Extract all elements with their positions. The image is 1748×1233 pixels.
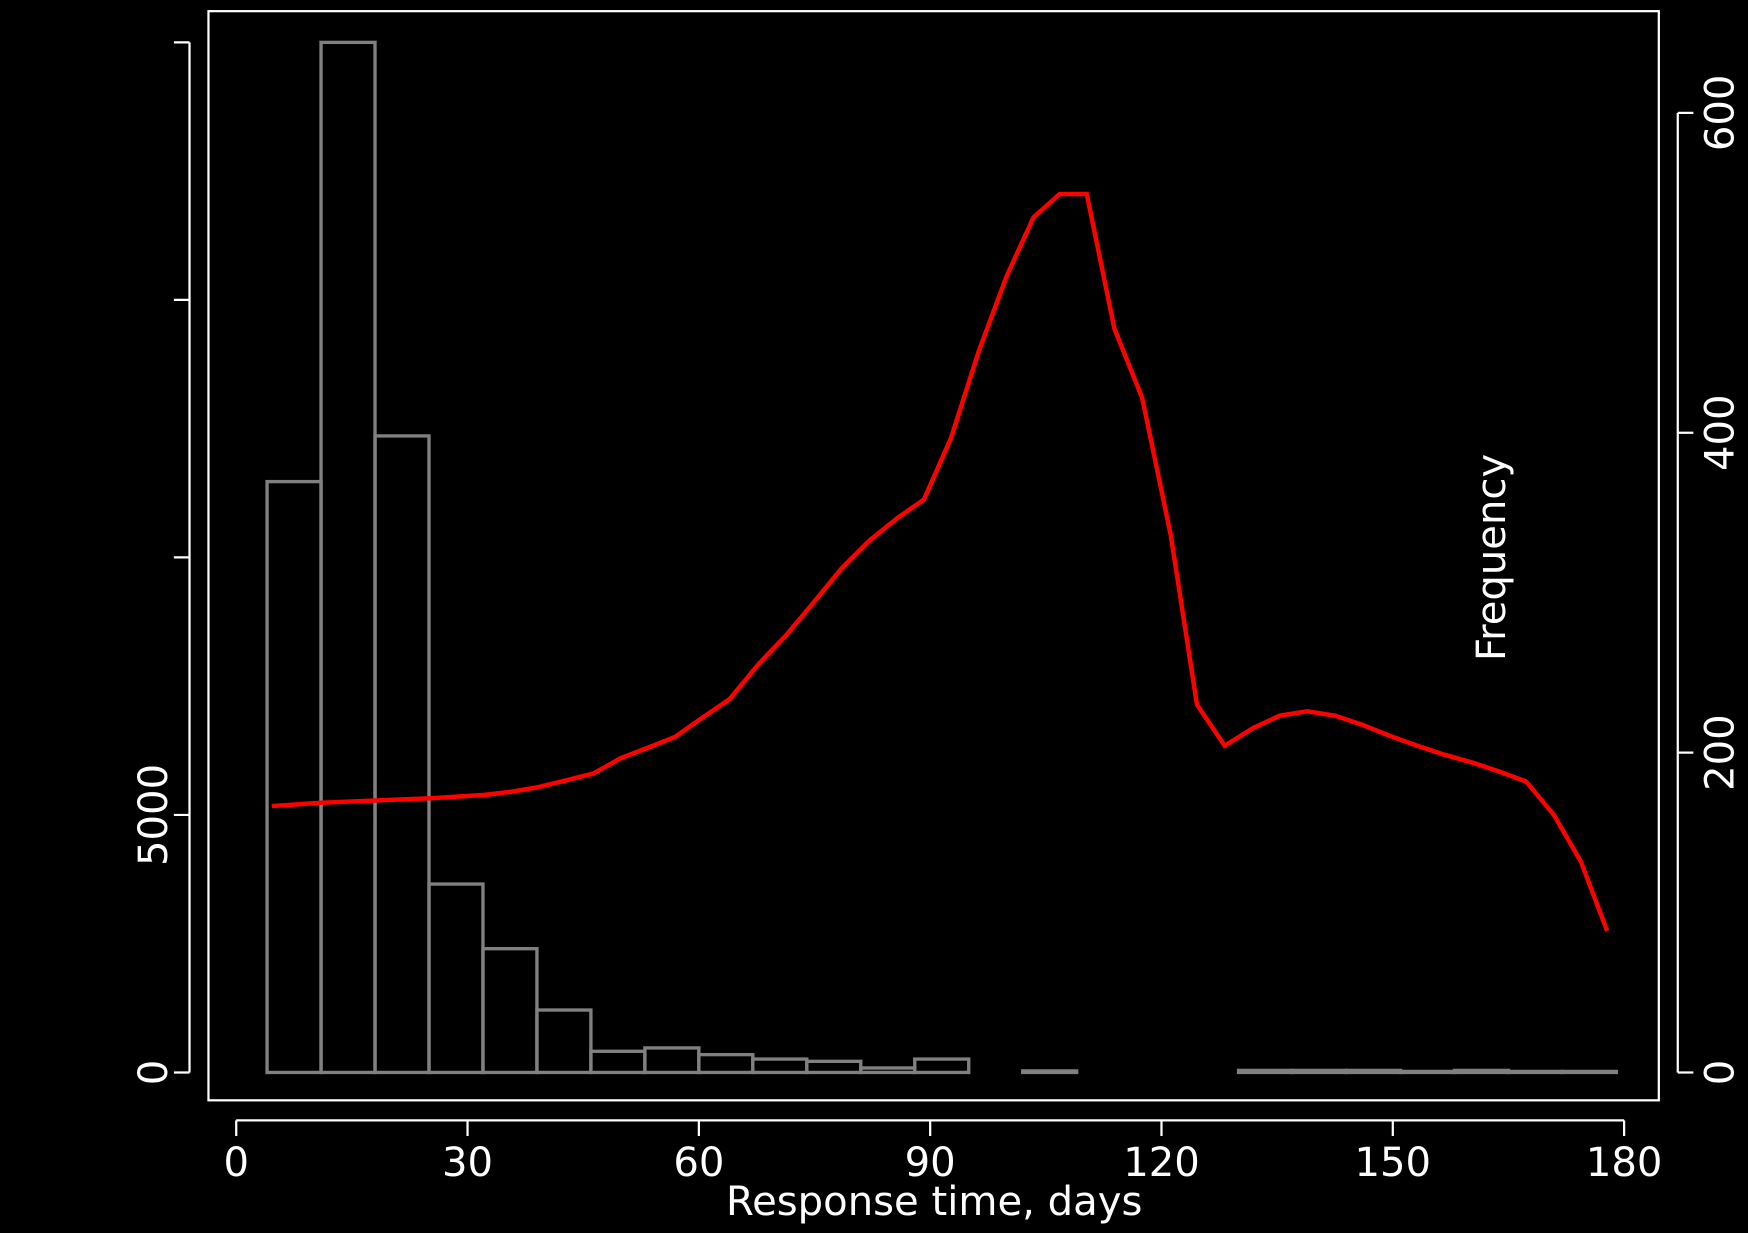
histogram-bar [535,1008,593,1075]
x-axis-label: Response time, days [726,1179,1142,1225]
y2-tick-label: 0 [1697,1060,1743,1086]
y-tick-label: 0 [131,1060,177,1086]
y2-axis-label: Frequency [1469,454,1515,661]
density-line [271,191,1610,932]
y2-tick-label: 400 [1697,394,1743,471]
histogram-bar [1344,1068,1403,1075]
x-tick-label: 90 [905,1140,956,1186]
histogram-bar [1506,1069,1565,1075]
x-tick-label: 180 [1586,1140,1663,1186]
x-tick-label: 0 [223,1140,249,1186]
x-tick-label: 120 [1123,1140,1200,1186]
y2-tick-label: 200 [1697,714,1743,791]
histogram-bar [1236,1068,1295,1075]
plot-frame [207,10,1660,1102]
histogram-bar [1290,1068,1349,1075]
histogram-bar [373,434,431,1075]
histogram-bar [1560,1069,1619,1075]
histogram-bar [913,1057,971,1075]
x-tick-label: 150 [1355,1140,1432,1186]
histogram-bar [1398,1069,1457,1075]
histogram-bar [1452,1068,1511,1075]
y2-tick-label: 600 [1697,75,1743,152]
y-tick-label: 5000 [131,764,177,866]
histogram-bar [1021,1069,1079,1075]
x-tick-label: 30 [442,1140,493,1186]
x-tick-label: 60 [673,1140,724,1186]
